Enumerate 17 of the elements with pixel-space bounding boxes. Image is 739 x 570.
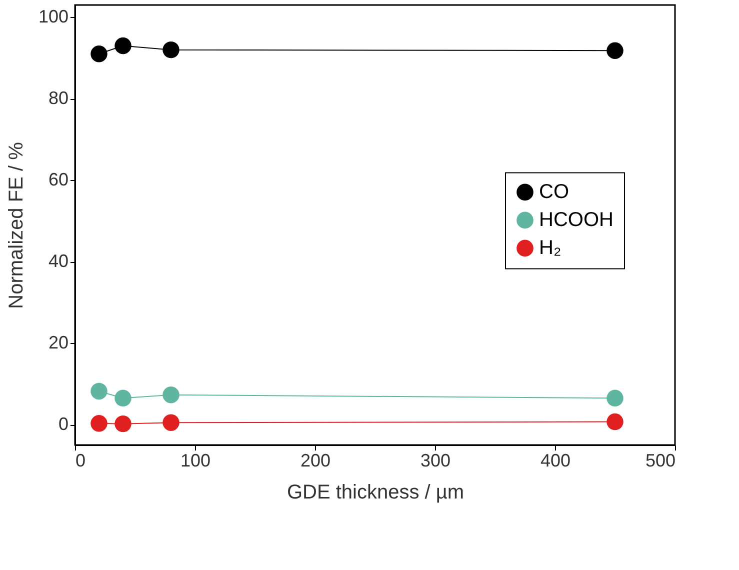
legend-label: CO: [539, 181, 569, 204]
y-tick-label: 0: [58, 414, 68, 434]
x-tick-label: 100: [180, 450, 211, 470]
x-tick-label: 300: [420, 450, 451, 470]
y-axis-title: Normalized FE / %: [5, 142, 28, 309]
legend-label: HCOOH: [539, 209, 614, 232]
x-axis-title: GDE thickness / µm: [286, 482, 464, 504]
legend-label: H₂: [539, 237, 562, 260]
x-tick-label: 500: [645, 450, 676, 470]
y-tick-label: 20: [48, 332, 68, 353]
y-tick-label: 40: [48, 251, 68, 272]
y-tick-label: 60: [48, 170, 68, 190]
x-tick-label: 200: [300, 450, 331, 470]
y-tick-label: 80: [48, 88, 68, 108]
x-tick-label: 0: [76, 450, 86, 470]
y-tick-label: 100: [38, 6, 68, 27]
x-tick-label: 400: [540, 450, 571, 470]
